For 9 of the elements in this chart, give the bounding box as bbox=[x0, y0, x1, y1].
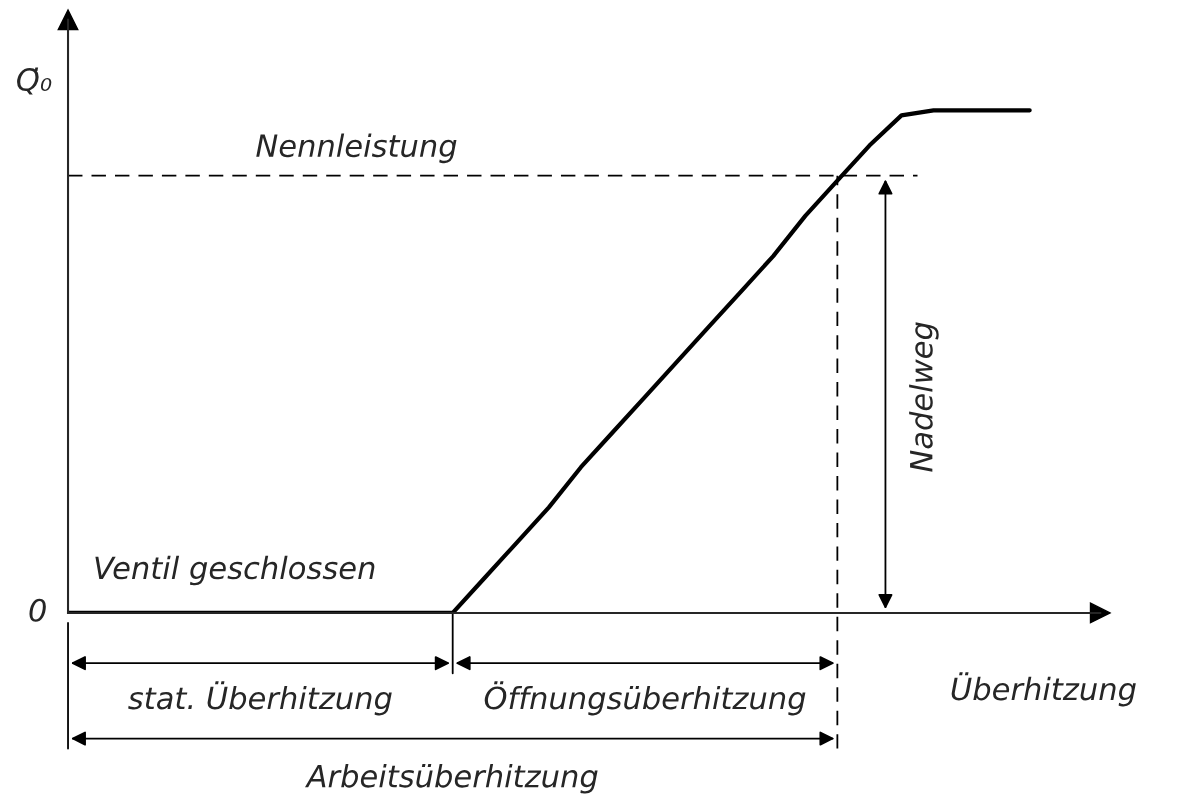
text: Öffnungsüberhitzung bbox=[484, 681, 806, 716]
text: Arbeitsüberhitzung bbox=[304, 763, 598, 794]
ref-line-label: Nennleistung bbox=[256, 133, 457, 164]
annotation: Nadelweg bbox=[909, 322, 939, 472]
text: stat. Überhitzung bbox=[128, 681, 392, 716]
text: 0 bbox=[29, 598, 46, 622]
annotation: Ventil geschlossen bbox=[95, 555, 375, 586]
y-axis-title: Q̇₀ bbox=[17, 67, 52, 95]
x-axis-title: Überhitzung bbox=[951, 672, 1136, 707]
